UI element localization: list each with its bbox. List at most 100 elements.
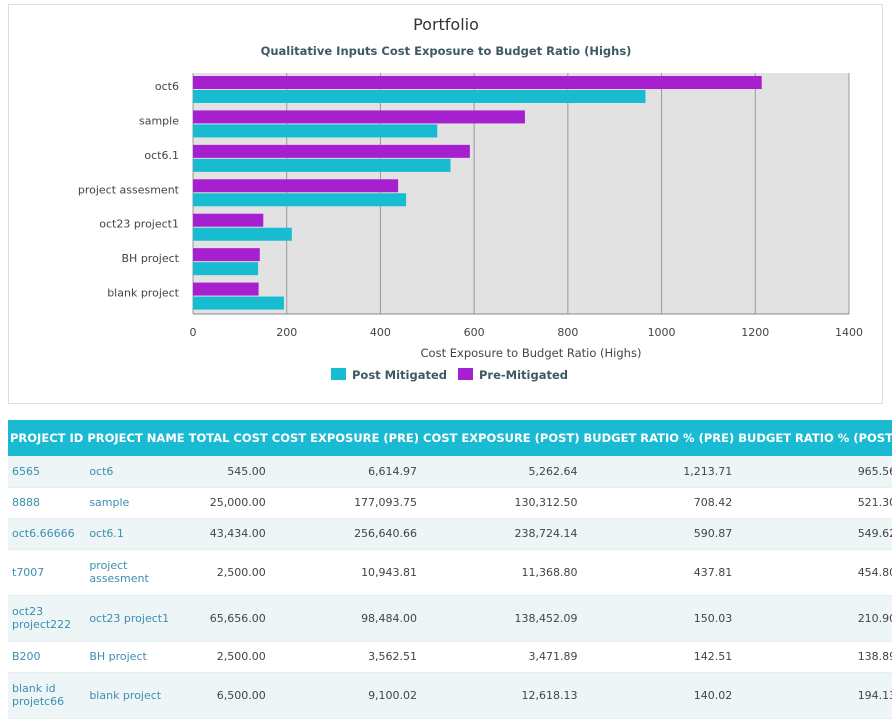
table-cell: 177,093.75 <box>354 496 418 509</box>
project-name-link[interactable]: oct6 <box>89 464 114 478</box>
x-tick-label: 800 <box>557 326 578 339</box>
chart-panel: Portfolio Qualitative Inputs Cost Exposur… <box>8 4 883 404</box>
project-name-link[interactable]: project assesment <box>89 559 149 585</box>
table-cell: 549.62 <box>857 527 892 540</box>
y-category-label: oct6.1 <box>144 149 179 162</box>
x-tick-label: 200 <box>276 326 297 339</box>
y-category-label: project assesment <box>78 183 180 196</box>
bar-pre-mitigated <box>193 110 525 124</box>
bar-post-mitigated <box>193 90 646 103</box>
project-name-link[interactable]: sample <box>89 496 130 509</box>
y-category-label: oct23 project1 <box>99 218 179 231</box>
bar-post-mitigated <box>193 262 259 276</box>
bar-post-mitigated <box>193 193 407 207</box>
table-cell: 708.42 <box>693 496 733 509</box>
table-cell: 2,500.00 <box>216 650 266 663</box>
projects-table-wrap: PROJECT ID PROJECT NAME TOTAL COST COST EXP… <box>8 420 892 719</box>
table-cell: 3,562.51 <box>368 650 418 663</box>
table-row: oct23 project222 oct23 project1 65,656.00 9… <box>8 595 892 641</box>
table-row: 6565 oct6 545.00 6,614.97 5,262.64 1,213.71 96… <box>8 456 892 487</box>
bar-post-mitigated <box>193 158 451 172</box>
table-cell: 10,943.81 <box>361 565 418 579</box>
table-row: 8888 sample 25,000.00 177,093.75 130,312.50 7… <box>8 487 892 518</box>
table-cell: 43,434.00 <box>209 527 266 540</box>
x-tick-label: 1200 <box>741 326 769 339</box>
bar-pre-mitigated <box>193 282 259 296</box>
project-name-link[interactable]: oct23 project1 <box>89 611 170 625</box>
table-cell: 454.80 <box>857 565 892 579</box>
table-cell: 238,724.14 <box>514 527 578 540</box>
legend-swatch <box>331 368 346 380</box>
project-name-link[interactable]: BH project <box>89 650 147 663</box>
table-cell: 545.00 <box>227 464 266 478</box>
bar-post-mitigated <box>193 124 438 138</box>
table-cell: 25,000.00 <box>209 496 266 509</box>
bar-pre-mitigated <box>193 144 470 158</box>
table-cell: 210.90 <box>857 611 892 625</box>
x-tick-label: 1400 <box>835 326 863 339</box>
table-cell: 140.02 <box>693 688 733 702</box>
project-id-link[interactable]: oct23 project222 <box>12 605 72 631</box>
column-header[interactable]: BUDGET RATIO % (PRE) <box>581 420 737 456</box>
table-cell: 130,312.50 <box>514 496 578 509</box>
table-body: 6565 oct6 545.00 6,614.97 5,262.64 1,213.71 96… <box>8 456 892 718</box>
legend-swatch <box>458 368 473 380</box>
table-cell: 6,614.97 <box>368 464 418 478</box>
column-header[interactable]: COST EXPOSURE (POST) <box>421 420 582 456</box>
x-tick-label: 600 <box>464 326 485 339</box>
chart-title: Portfolio <box>413 15 479 34</box>
table-cell: 194.13 <box>857 688 892 702</box>
table-cell: 6,500.00 <box>216 688 266 702</box>
legend-label: Post Mitigated <box>352 368 447 382</box>
y-category-label: sample <box>139 114 179 127</box>
table-cell: 98,484.00 <box>361 611 418 625</box>
bar-pre-mitigated <box>193 248 260 262</box>
table-cell: 3,471.89 <box>528 650 578 663</box>
table-row: t7007 project assesment 2,500.00 10,943.81 1… <box>8 549 892 595</box>
legend-label: Pre-Mitigated <box>479 368 568 382</box>
project-name-link[interactable]: oct6.1 <box>89 527 124 540</box>
project-id-link[interactable]: 6565 <box>12 464 40 478</box>
table-cell: 965.56 <box>857 464 892 478</box>
column-header[interactable]: COST EXPOSURE (PRE) <box>269 420 422 456</box>
table-cell: 150.03 <box>693 611 733 625</box>
project-name-link[interactable]: blank project <box>89 688 162 702</box>
bar-pre-mitigated <box>193 213 264 227</box>
column-header[interactable]: PROJECT ID <box>8 420 86 456</box>
chart-subtitle: Qualitative Inputs Cost Exposure to Budg… <box>261 44 632 58</box>
table-row: oct6.66666 oct6.1 43,434.00 256,640.66 238,7… <box>8 518 892 549</box>
table-cell: 590.87 <box>693 527 733 540</box>
table-cell: 5,262.64 <box>528 464 578 478</box>
column-header[interactable]: PROJECT NAME <box>85 420 187 456</box>
project-id-link[interactable]: blank id projetc66 <box>12 682 65 708</box>
table-cell: 521.30 <box>857 496 892 509</box>
x-tick-label: 0 <box>190 326 197 339</box>
table-header: PROJECT ID PROJECT NAME TOTAL COST COST EXP… <box>8 420 892 456</box>
column-header[interactable]: TOTAL COST <box>186 420 270 456</box>
x-axis-title: Cost Exposure to Budget Ratio (Highs) <box>421 346 642 360</box>
column-header[interactable]: BUDGET RATIO % (POST) <box>736 420 892 456</box>
table-cell: 142.51 <box>693 650 733 663</box>
project-id-link[interactable]: B200 <box>12 650 41 663</box>
projects-table: PROJECT ID PROJECT NAME TOTAL COST COST EXP… <box>8 420 892 719</box>
table-cell: 12,618.13 <box>521 688 578 702</box>
table-cell: 65,656.00 <box>209 611 266 625</box>
bar-post-mitigated <box>193 296 284 310</box>
table-cell: 138.89 <box>857 650 892 663</box>
table-cell: 256,640.66 <box>354 527 418 540</box>
y-category-label: oct6 <box>155 80 179 93</box>
bar-post-mitigated <box>193 227 292 241</box>
project-id-link[interactable]: t7007 <box>12 565 45 579</box>
bar-pre-mitigated <box>193 179 399 193</box>
project-id-link[interactable]: oct6.66666 <box>12 527 75 540</box>
table-cell: 2,500.00 <box>216 565 266 579</box>
table-row: B200 BH project 2,500.00 3,562.51 3,471.89 14… <box>8 641 892 672</box>
table-cell: 11,368.80 <box>521 565 578 579</box>
table-cell: 138,452.09 <box>514 611 578 625</box>
table-cell: 9,100.02 <box>368 688 418 702</box>
project-id-link[interactable]: 8888 <box>12 496 40 509</box>
table-cell: 1,213.71 <box>683 464 733 478</box>
table-row: blank id projetc66 blank project 6,500.00 9… <box>8 672 892 718</box>
x-tick-label: 1000 <box>648 326 676 339</box>
bar-chart: Portfolio Qualitative Inputs Cost Exposur… <box>78 15 863 382</box>
